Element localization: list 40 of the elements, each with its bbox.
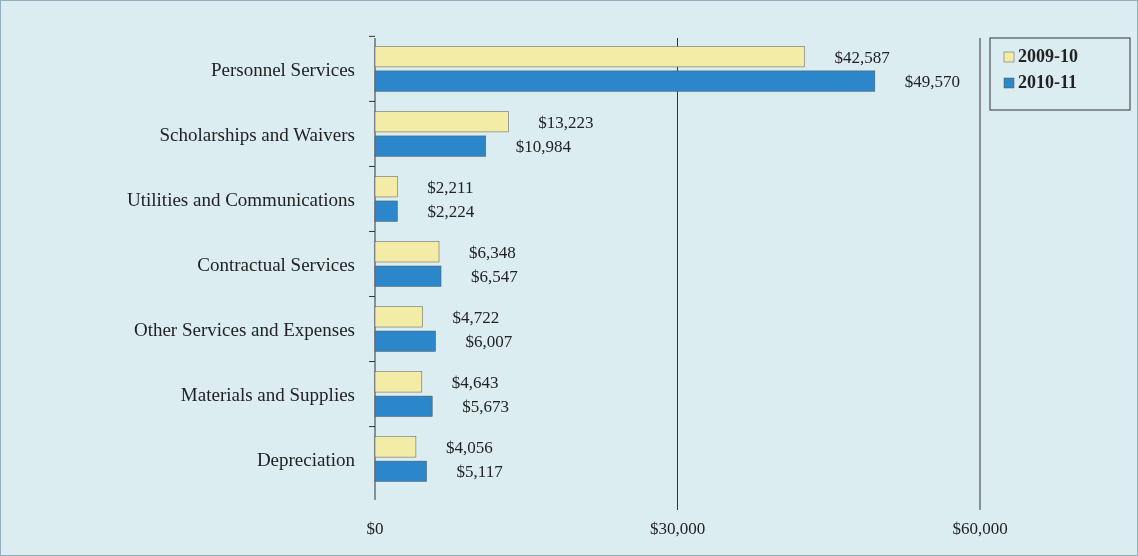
bar [374,111,509,133]
y-tick-label: Other Services and Expenses [133,318,355,340]
data-label: $4,722 [452,307,500,327]
bar [374,306,423,328]
bar [374,46,805,68]
bar [374,135,487,157]
y-tick-label: Materials and Supplies [180,383,355,405]
data-label: $2,211 [427,177,474,197]
data-label: $6,007 [465,332,513,352]
data-label: $49,570 [904,72,961,92]
bar [374,460,427,482]
data-label: $2,224 [427,202,475,222]
x-tick-label: $0 [366,519,384,538]
data-label: $42,587 [834,47,891,67]
y-tick-label: Contractual Services [197,253,355,275]
legend-label: 2009-10 [1018,46,1078,66]
data-label: $5,117 [456,462,504,482]
data-label: $4,056 [445,437,493,457]
x-tick-label: $60,000 [952,519,1008,538]
data-label: $6,348 [469,242,516,262]
data-label: $13,223 [538,112,594,132]
x-tick-label: $30,000 [649,519,706,538]
bar [374,436,417,458]
bar [374,265,442,287]
y-tick-label: Scholarships and Waivers [159,123,355,145]
y-tick-label: Utilities and Communications [127,188,355,210]
bar [374,395,433,417]
bar [374,371,423,393]
bar [374,70,876,92]
legend-label: 2010-11 [1018,72,1078,92]
data-label: $5,673 [462,397,509,417]
bar [374,200,398,222]
data-label: $6,547 [471,267,519,287]
bar [374,241,440,263]
bar [374,176,398,198]
bar [374,330,436,352]
data-label: $4,643 [451,372,499,392]
y-tick-label: Personnel Services [210,58,355,80]
y-tick-label: Depreciation [256,448,356,470]
data-label: $10,984 [515,137,572,157]
